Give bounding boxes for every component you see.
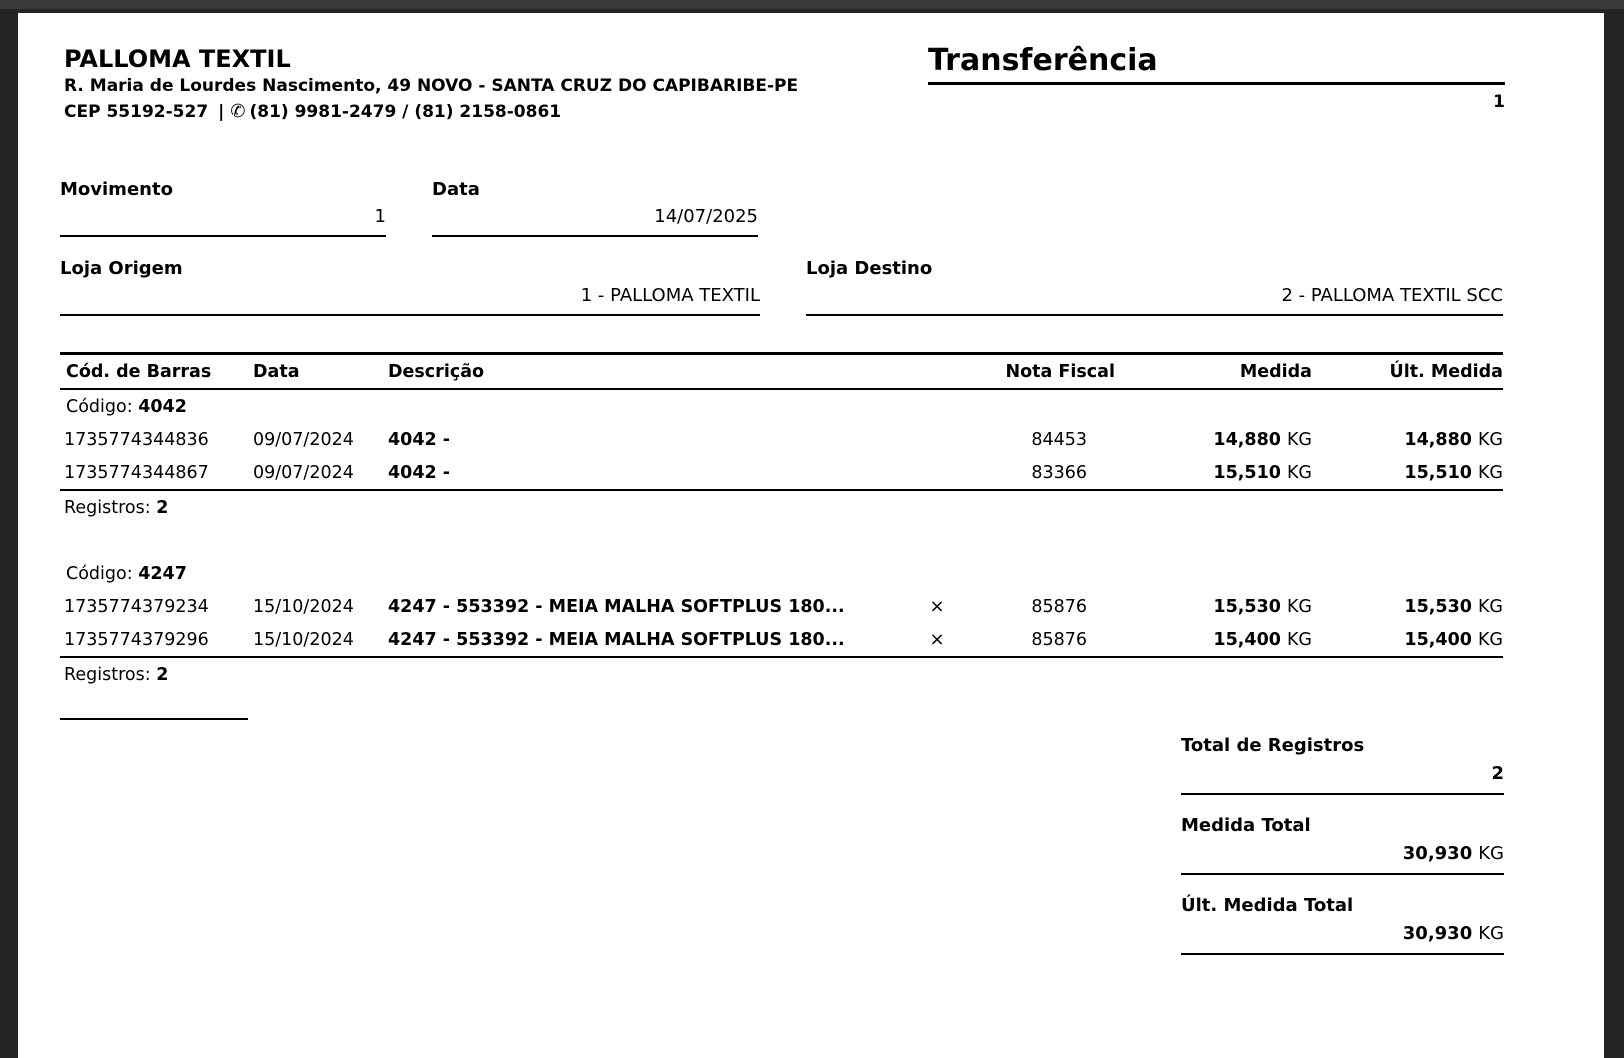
- unit-label: KG: [1477, 462, 1503, 483]
- field-loja-origem-label: Loja Origem: [60, 258, 183, 279]
- cell-medida: 15,510 KG: [1213, 462, 1312, 483]
- cell-date: 09/07/2024: [253, 462, 354, 483]
- field-loja-destino: Loja Destino 2 - PALLOMA TEXTIL SCC: [806, 258, 1503, 316]
- cell-nota-fiscal: 85876: [1031, 629, 1087, 650]
- title-block: Transferência 1: [928, 43, 1505, 112]
- unit-label: KG: [1478, 923, 1504, 944]
- unit-label: KG: [1286, 429, 1312, 450]
- ult-medida-total-block: Últ. Medida Total 30,930 KG: [1181, 895, 1504, 955]
- company-contact: CEP 55192-527 | ✆ (81) 9981-2479 / (81) 215…: [64, 99, 798, 125]
- table-row: 1735774344867 09/07/2024 4042 - 83366 15…: [60, 456, 1503, 489]
- total-registros-value: 2: [1491, 763, 1504, 784]
- cell-date: 15/10/2024: [253, 596, 354, 617]
- cell-ult-medida: 15,400 KG: [1404, 629, 1503, 650]
- medida-total-block: Medida Total 30,930 KG: [1181, 815, 1504, 875]
- company-cep: CEP 55192-527: [64, 101, 209, 122]
- cell-medida: 15,400 KG: [1213, 629, 1312, 650]
- items-table: Cód. de Barras Data Descrição Nota Fisca…: [60, 352, 1503, 691]
- company-header: PALLOMA TEXTIL R. Maria de Lourdes Nasci…: [64, 44, 798, 125]
- unit-label: KG: [1477, 596, 1503, 617]
- company-address: R. Maria de Lourdes Nascimento, 49 NOVO …: [64, 76, 799, 96]
- registros-label: Registros:: [64, 664, 151, 685]
- field-movimento: Movimento 1: [60, 179, 386, 237]
- cell-barcode: 1735774344867: [64, 462, 209, 483]
- table-group: Código: 4042 1735774344836 09/07/2024 40…: [60, 390, 1503, 524]
- group-code-value: 4042: [138, 396, 187, 417]
- contact-separator: |: [218, 101, 225, 122]
- remove-icon: ×: [929, 596, 945, 617]
- field-movimento-value: 1: [374, 206, 386, 227]
- table-row: 1735774344836 09/07/2024 4042 - 84453 14…: [60, 423, 1503, 456]
- field-data: Data 14/07/2025: [432, 179, 758, 237]
- cell-ult-medida: 15,530 KG: [1404, 596, 1503, 617]
- field-loja-destino-label: Loja Destino: [806, 258, 933, 279]
- cell-nota-fiscal: 84453: [1031, 429, 1087, 450]
- group-registros: Registros: 2: [60, 491, 1503, 524]
- table-header-row: Cód. de Barras Data Descrição Nota Fisca…: [60, 352, 1503, 390]
- cell-medida: 15,530 KG: [1213, 596, 1312, 617]
- company-name: PALLOMA TEXTIL: [64, 45, 291, 73]
- ult-medida-total-label: Últ. Medida Total: [1181, 895, 1354, 916]
- registros-label: Registros:: [64, 497, 151, 518]
- remove-icon: ×: [929, 629, 945, 650]
- header-medida: Medida: [1239, 361, 1312, 382]
- unit-label: KG: [1286, 462, 1312, 483]
- company-phones: (81) 9981-2479 / (81) 2158-0861: [249, 101, 562, 122]
- cell-ult-medida: 14,880 KG: [1404, 429, 1503, 450]
- total-registros-block: Total de Registros 2: [1181, 735, 1504, 795]
- cell-nota-fiscal: 83366: [1031, 462, 1087, 483]
- cell-barcode: 1735774344836: [64, 429, 209, 450]
- group-code-line: Código: 4042: [60, 390, 1503, 423]
- field-data-value: 14/07/2025: [654, 206, 758, 227]
- header-description: Descrição: [388, 361, 485, 382]
- cell-description: 4247 - 553392 - MEIA MALHA SOFTPLUS 180.…: [388, 629, 845, 650]
- field-loja-destino-value: 2 - PALLOMA TEXTIL SCC: [1281, 285, 1503, 306]
- field-loja-origem: Loja Origem 1 - PALLOMA TEXTIL: [60, 258, 760, 316]
- unit-label: KG: [1477, 629, 1503, 650]
- total-registros-label: Total de Registros: [1181, 735, 1365, 756]
- unit-label: KG: [1478, 843, 1504, 864]
- medida-total-value: 30,930 KG: [1402, 843, 1504, 864]
- cell-ult-medida: 15,510 KG: [1404, 462, 1503, 483]
- totals-section: Total de Registros 2 Medida Total 30,930…: [1181, 735, 1504, 975]
- cell-description: 4042 -: [388, 462, 451, 483]
- registros-value: 2: [156, 664, 169, 685]
- report-title: Transferência: [928, 43, 1505, 85]
- cell-medida: 14,880 KG: [1213, 429, 1312, 450]
- cell-nota-fiscal: 85876: [1031, 596, 1087, 617]
- group-code-line: Código: 4247: [60, 557, 1503, 590]
- unit-label: KG: [1286, 629, 1312, 650]
- table-row: 1735774379296 15/10/2024 4247 - 553392 -…: [60, 623, 1503, 656]
- separator-line: [60, 718, 248, 720]
- phone-icon: ✆: [230, 100, 246, 122]
- cell-date: 09/07/2024: [253, 429, 354, 450]
- group-code-label: Código:: [66, 563, 133, 584]
- medida-total-label: Medida Total: [1181, 815, 1311, 836]
- cell-barcode: 1735774379234: [64, 596, 209, 617]
- group-code-label: Código:: [66, 396, 133, 417]
- header-ult-medida: Últ. Medida: [1389, 361, 1503, 382]
- group-code-value: 4247: [138, 563, 187, 584]
- unit-label: KG: [1477, 429, 1503, 450]
- header-nota-fiscal: Nota Fiscal: [1005, 361, 1116, 382]
- report-page: PALLOMA TEXTIL R. Maria de Lourdes Nasci…: [18, 13, 1604, 1058]
- unit-label: KG: [1286, 596, 1312, 617]
- header-barcode: Cód. de Barras: [66, 361, 212, 382]
- table-row: 1735774379234 15/10/2024 4247 - 553392 -…: [60, 590, 1503, 623]
- cell-barcode: 1735774379296: [64, 629, 209, 650]
- field-data-label: Data: [432, 179, 480, 200]
- cell-description: 4247 - 553392 - MEIA MALHA SOFTPLUS 180.…: [388, 596, 845, 617]
- table-group: Código: 4247 1735774379234 15/10/2024 42…: [60, 557, 1503, 691]
- field-loja-origem-value: 1 - PALLOMA TEXTIL: [580, 285, 760, 306]
- registros-value: 2: [156, 497, 169, 518]
- field-movimento-label: Movimento: [60, 179, 173, 200]
- group-registros: Registros: 2: [60, 658, 1503, 691]
- viewer-top-strip: [0, 0, 1624, 9]
- cell-description: 4042 -: [388, 429, 451, 450]
- ult-medida-total-value: 30,930 KG: [1402, 923, 1504, 944]
- page-number: 1: [1493, 92, 1505, 112]
- cell-date: 15/10/2024: [253, 629, 354, 650]
- header-date: Data: [253, 361, 300, 382]
